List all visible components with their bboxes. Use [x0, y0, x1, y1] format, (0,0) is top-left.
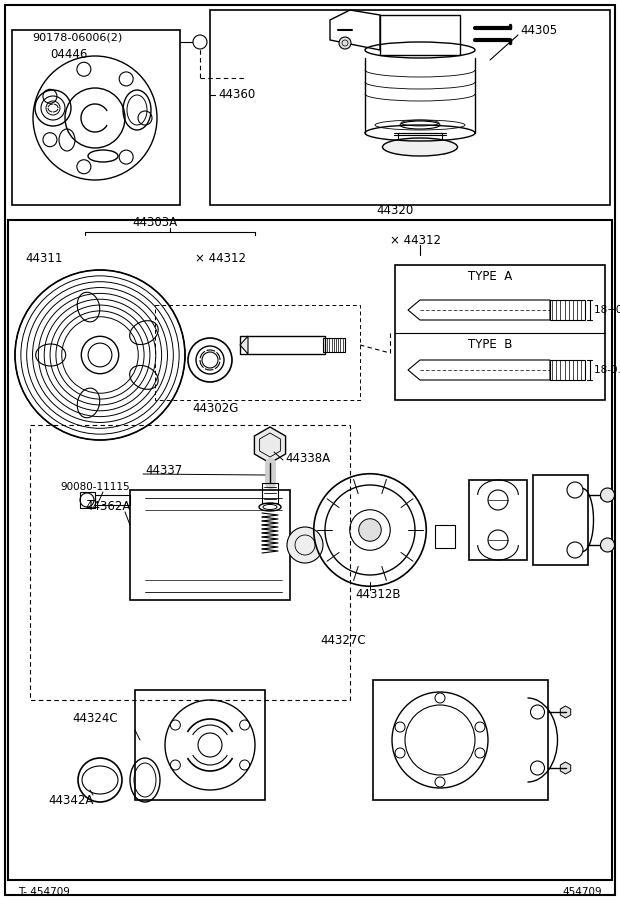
Circle shape [601, 488, 614, 502]
Circle shape [359, 518, 381, 541]
Ellipse shape [383, 138, 458, 156]
Text: 18-0. 003: 18-0. 003 [594, 365, 620, 375]
Text: T- 454709: T- 454709 [18, 887, 70, 897]
Circle shape [287, 527, 323, 563]
Text: 44342A: 44342A [48, 794, 94, 806]
Text: 44320: 44320 [376, 203, 414, 217]
Text: 44327C: 44327C [320, 634, 366, 646]
Text: 18+0. 002: 18+0. 002 [594, 305, 620, 315]
Text: TYPE  A: TYPE A [468, 269, 512, 283]
Text: 44302G: 44302G [192, 401, 238, 415]
Text: 44303A: 44303A [133, 215, 177, 229]
Text: 44311: 44311 [25, 251, 63, 265]
Text: × 44312: × 44312 [195, 251, 246, 265]
Text: 44312B: 44312B [355, 589, 401, 601]
Polygon shape [254, 427, 286, 463]
Polygon shape [240, 336, 248, 354]
Circle shape [193, 35, 207, 49]
Text: 44360: 44360 [218, 88, 255, 102]
Text: 44324C: 44324C [72, 712, 118, 724]
Text: TYPE  B: TYPE B [468, 338, 512, 352]
Polygon shape [560, 762, 570, 774]
Text: × 44312: × 44312 [390, 233, 441, 247]
Text: 04446: 04446 [50, 49, 87, 61]
Polygon shape [560, 706, 570, 718]
Text: 454709: 454709 [562, 887, 602, 897]
Circle shape [339, 37, 351, 49]
Text: 90080-11115: 90080-11115 [60, 482, 130, 492]
Text: 90178-06006(2): 90178-06006(2) [32, 33, 122, 43]
Text: 44338A: 44338A [285, 452, 330, 464]
Text: 44362A: 44362A [85, 500, 130, 514]
Circle shape [601, 538, 614, 552]
Text: 44305: 44305 [520, 23, 557, 37]
Text: 44337: 44337 [145, 464, 182, 476]
